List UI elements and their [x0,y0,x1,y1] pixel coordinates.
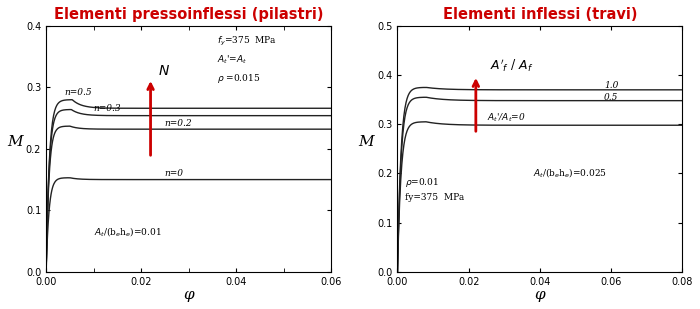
Text: n=0: n=0 [164,169,184,178]
Text: $A'_f$ / $A_f$: $A'_f$ / $A_f$ [490,57,533,74]
Y-axis label: M: M [7,135,22,149]
Y-axis label: M: M [358,135,374,149]
X-axis label: φ: φ [535,288,545,302]
X-axis label: φ: φ [183,288,194,302]
Text: $f_y$=375  MPa
$A_t$'=$A_t$
$\rho$ =0.015: $f_y$=375 MPa $A_t$'=$A_t$ $\rho$ =0.015 [217,35,277,84]
Text: $A_t$/(b$_e$h$_e$)=0.025: $A_t$/(b$_e$h$_e$)=0.025 [533,167,607,180]
Text: $N$: $N$ [158,64,169,78]
Title: Elementi inflessi (travi): Elementi inflessi (travi) [442,7,637,22]
Text: $\rho$=0.01
fy=375  MPa: $\rho$=0.01 fy=375 MPa [405,176,464,202]
Text: $A_t$/(b$_e$h$_e$)=0.01: $A_t$/(b$_e$h$_e$)=0.01 [94,226,161,239]
Text: $A_t$'/$A_t$=0: $A_t$'/$A_t$=0 [486,111,525,124]
Text: 1.0: 1.0 [604,81,618,90]
Text: 0.5: 0.5 [604,93,618,102]
Text: n=0.3: n=0.3 [94,104,121,113]
Text: n=0.5: n=0.5 [64,88,92,97]
Title: Elementi pressoinflessi (pilastri): Elementi pressoinflessi (pilastri) [54,7,323,22]
Text: n=0.2: n=0.2 [164,119,193,128]
